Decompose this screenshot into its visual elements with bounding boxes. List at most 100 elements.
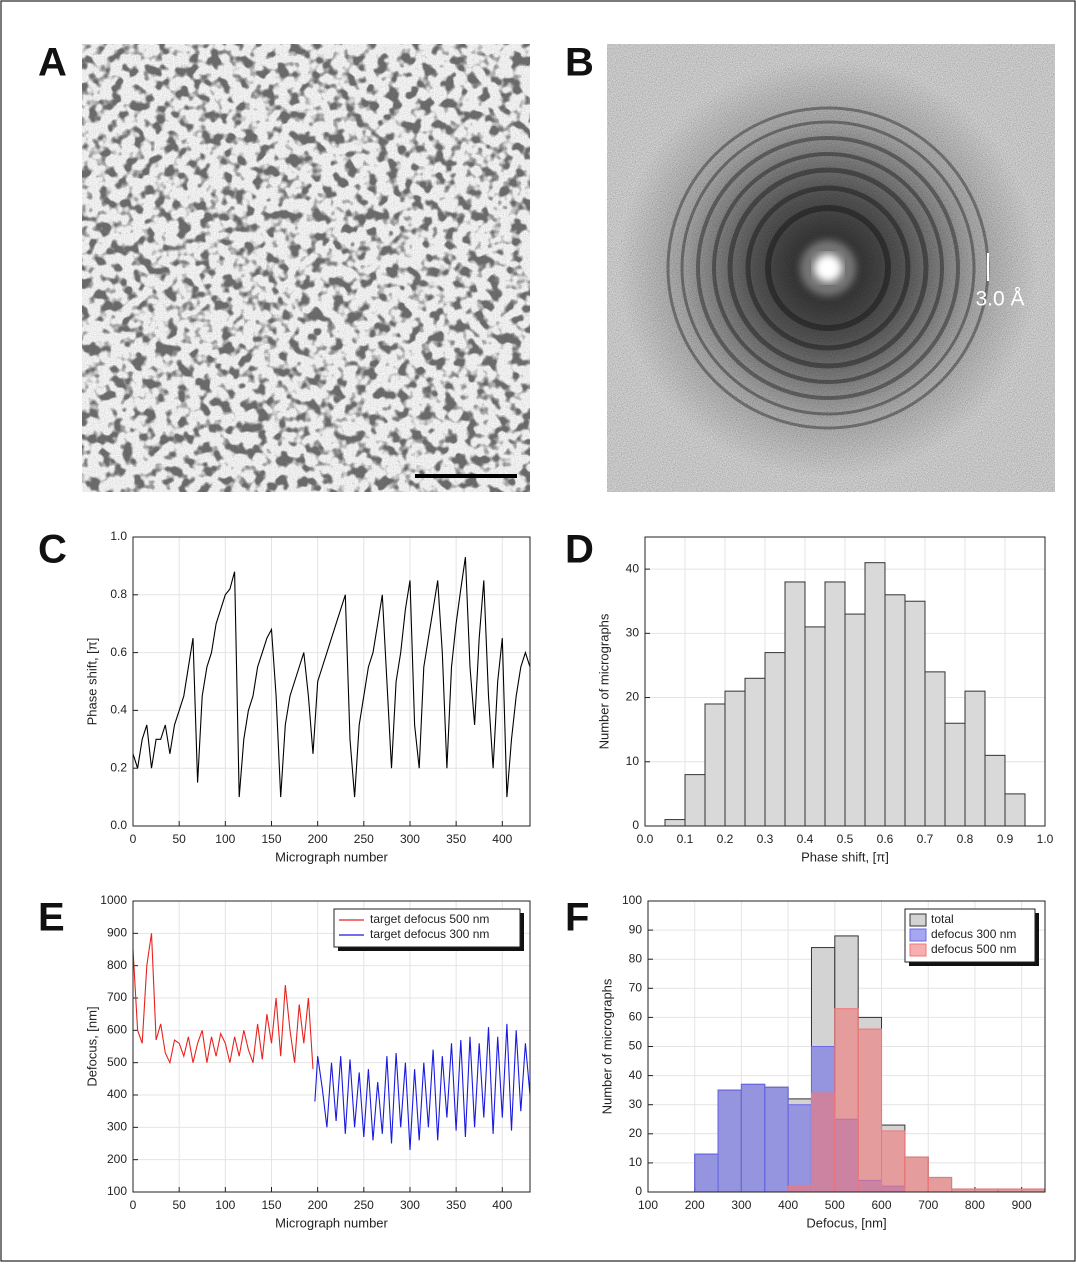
histogram-bar	[787, 1185, 812, 1193]
histogram-bar	[764, 652, 786, 827]
x-tick-label: 0.3	[757, 832, 774, 846]
x-tick-label: 800	[965, 1198, 985, 1212]
y-tick-label: 1.0	[110, 529, 127, 543]
histogram-bar	[834, 1008, 859, 1193]
histogram-bar	[881, 1130, 906, 1193]
x-tick-label: 250	[354, 832, 374, 846]
y-tick-label: 1000	[100, 893, 127, 907]
y-tick-label: 800	[107, 958, 127, 972]
y-axis-label: Phase shift, [π]	[84, 638, 99, 726]
histogram-bar	[857, 1028, 883, 1193]
x-axis-label: Micrograph number	[275, 1215, 388, 1230]
histogram-bar	[787, 1104, 812, 1193]
y-tick-label: 30	[629, 1097, 643, 1111]
y-tick-label: 0	[635, 1184, 642, 1198]
x-tick-label: 0.6	[877, 832, 894, 846]
x-tick-label: 400	[492, 1198, 512, 1212]
x-tick-label: 0.4	[797, 832, 814, 846]
resolution-label: 3.0 Å	[975, 288, 1024, 311]
y-tick-label: 100	[107, 1184, 127, 1198]
x-tick-label: 200	[308, 1198, 328, 1212]
y-tick-label: 600	[107, 1023, 127, 1037]
histogram-bar	[904, 1156, 929, 1193]
plot-frame	[644, 536, 1046, 827]
legend-label: target defocus 500 nm	[370, 912, 489, 926]
y-tick-label: 100	[622, 893, 642, 907]
x-tick-label: 300	[400, 1198, 420, 1212]
y-tick-label: 0.4	[110, 703, 127, 717]
x-tick-label: 300	[731, 1198, 751, 1212]
panel-label: F	[565, 896, 589, 940]
y-tick-label: 500	[107, 1055, 127, 1069]
x-tick-label: 0.2	[717, 832, 734, 846]
x-tick-label: 350	[446, 1198, 466, 1212]
x-tick-label: 50	[172, 832, 186, 846]
histogram-bar	[844, 613, 866, 827]
histogram-bar	[704, 703, 726, 827]
histogram-bar	[924, 671, 946, 827]
x-tick-label: 0.7	[917, 832, 934, 846]
y-tick-label: 10	[626, 754, 640, 768]
legend-box	[333, 908, 521, 948]
y-tick-label: 40	[629, 1068, 643, 1082]
y-tick-label: 50	[629, 1039, 643, 1053]
y-tick-label: 200	[107, 1152, 127, 1166]
x-tick-label: 300	[400, 832, 420, 846]
histogram-bar	[944, 722, 966, 827]
histogram-bar	[740, 1083, 766, 1193]
y-tick-label: 0.0	[110, 818, 127, 832]
y-tick-label: 90	[629, 922, 643, 936]
x-tick-label: 100	[638, 1198, 658, 1212]
x-tick-label: 900	[1012, 1198, 1032, 1212]
y-tick-label: 400	[107, 1087, 127, 1101]
y-tick-label: 300	[107, 1120, 127, 1134]
panel-label: A	[38, 41, 67, 85]
x-tick-label: 0.0	[637, 832, 654, 846]
x-tick-label: 150	[261, 832, 281, 846]
legend-label: defocus 300 nm	[931, 927, 1016, 941]
histogram-bar	[904, 600, 926, 827]
x-tick-label: 0	[130, 1198, 137, 1212]
x-axis-label: Defocus, [nm]	[806, 1215, 886, 1230]
histogram-bar	[1004, 793, 1026, 827]
legend-swatch	[909, 928, 927, 942]
y-tick-label: 0	[632, 818, 639, 832]
y-axis-label: Number of micrographs	[596, 613, 611, 749]
x-tick-label: 0	[130, 832, 137, 846]
plot-frame	[647, 900, 1046, 1193]
y-axis-label: Number of micrographs	[599, 978, 614, 1114]
y-tick-label: 0.6	[110, 645, 127, 659]
x-tick-label: 400	[778, 1198, 798, 1212]
histogram-bar	[824, 581, 846, 827]
histogram-bar	[664, 819, 686, 827]
y-tick-label: 60	[629, 1010, 643, 1024]
histogram-bar	[884, 594, 906, 827]
histogram-bar	[684, 774, 706, 827]
x-tick-label: 200	[685, 1198, 705, 1212]
panel-label: E	[38, 896, 65, 940]
micrograph-image	[82, 44, 530, 492]
x-tick-label: 100	[215, 1198, 235, 1212]
x-tick-label: 500	[825, 1198, 845, 1212]
histogram-bar	[694, 1153, 719, 1193]
histogram-bar	[810, 1092, 836, 1193]
x-tick-label: 1.0	[1037, 832, 1054, 846]
x-tick-label: 100	[215, 832, 235, 846]
x-tick-label: 600	[872, 1198, 892, 1212]
y-tick-label: 40	[626, 561, 640, 575]
histogram-bar	[724, 690, 746, 827]
y-tick-label: 700	[107, 990, 127, 1004]
x-tick-label: 200	[308, 832, 328, 846]
y-tick-label: 20	[629, 1126, 643, 1140]
histogram-bar	[784, 581, 806, 827]
x-tick-label: 0.5	[837, 832, 854, 846]
data-line	[132, 933, 314, 1070]
plot-frame	[132, 536, 531, 827]
histogram-bar	[864, 562, 886, 827]
y-tick-label: 30	[626, 626, 640, 640]
data-line	[132, 557, 531, 798]
x-tick-label: 150	[261, 1198, 281, 1212]
histogram-bar	[717, 1089, 742, 1193]
x-tick-label: 0.8	[957, 832, 974, 846]
